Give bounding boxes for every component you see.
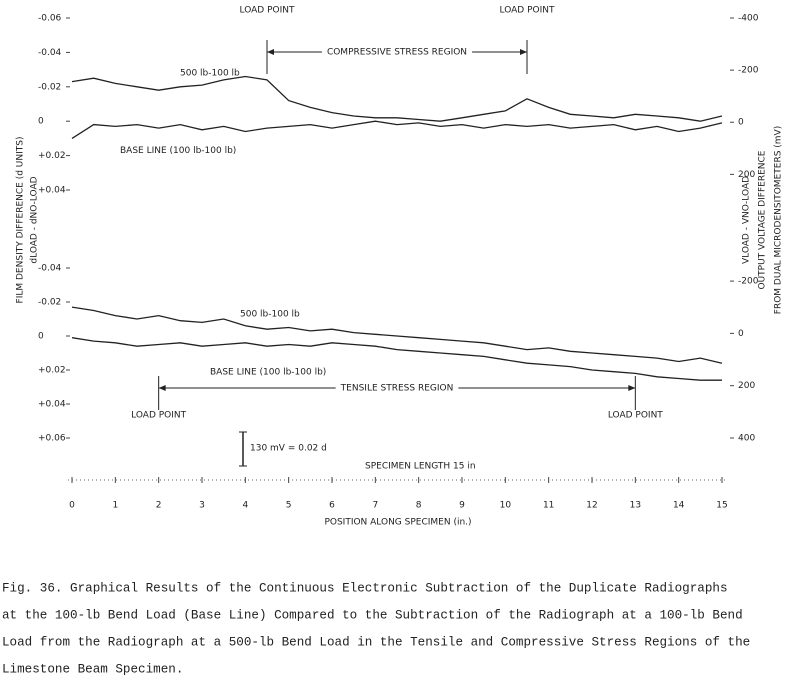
load-point-label: LOAD POINT <box>240 6 295 16</box>
x-tick-label: 15 <box>716 501 727 511</box>
y2-tick-label: 0 <box>738 329 744 339</box>
series-line <box>71 306 723 364</box>
y-tick-label: -0.06 <box>38 14 62 24</box>
y2-tick-label: 0 <box>738 118 744 128</box>
y2-tick-label: 200 <box>738 381 755 391</box>
load-point-label: LOAD POINT <box>500 6 555 16</box>
y-tick-label: -0.04 <box>38 48 62 58</box>
y-tick-label: -0.04 <box>38 264 62 274</box>
y2-axis-label: VLOAD - VNO-LOAD <box>742 176 752 264</box>
x-tick-label: 7 <box>372 501 378 511</box>
series-line <box>71 75 723 122</box>
y2-tick-label: 400 <box>738 434 755 444</box>
series-label: BASE LINE (100 lb-100 lb) <box>210 368 326 378</box>
caption-line: Fig. 36. Graphical Results of the Contin… <box>2 581 728 595</box>
x-tick-label: 3 <box>199 501 205 511</box>
y-axis-label: FILM DENSITY DIFFERENCE (d UNITS) <box>16 137 26 304</box>
y-tick-label: -0.02 <box>38 298 61 308</box>
y-tick-label: 0 <box>38 117 44 127</box>
y2-tick-label: -200 <box>738 277 759 287</box>
x-tick-label: 13 <box>630 501 641 511</box>
x-tick-label: 14 <box>673 501 685 511</box>
region-label: TENSILE STRESS REGION <box>340 384 454 394</box>
x-tick-label: 6 <box>329 501 335 511</box>
y2-tick-label: 200 <box>738 170 755 180</box>
y2-axis-label: FROM DUAL MICRODENSITOMETERS (mV) <box>774 126 784 314</box>
y2-axis-label: OUTPUT VOLTAGE DIFFERENCE <box>758 150 768 289</box>
scale-note: 130 mV = 0.02 d <box>250 444 327 454</box>
x-tick-label: 12 <box>586 501 597 511</box>
y-tick-label: 0 <box>38 332 44 342</box>
series-line <box>71 120 723 139</box>
caption-line: Load from the Radiograph at a 500-lb Ben… <box>2 635 750 649</box>
x-tick-label: 2 <box>156 501 162 511</box>
y-tick-label: +0.04 <box>38 186 66 196</box>
x-tick-label: 5 <box>286 501 292 511</box>
y-tick-label: +0.04 <box>38 400 66 410</box>
region-label-bg <box>321 46 473 58</box>
y2-tick-label: -400 <box>738 14 759 24</box>
x-tick-label: 10 <box>500 501 512 511</box>
x-tick-label: 0 <box>69 501 75 511</box>
x-tick-label: 8 <box>416 501 422 511</box>
y2-tick-label: -200 <box>738 66 759 76</box>
y-tick-label: +0.06 <box>38 434 66 444</box>
series-label: 500 lb-100 lb <box>240 309 300 319</box>
x-tick-label: 1 <box>112 501 118 511</box>
y-axis-label: dLOAD - dNO-LOAD <box>30 176 40 263</box>
load-point-label: LOAD POINT <box>131 411 186 421</box>
x-axis-label: POSITION ALONG SPECIMEN (in.) <box>324 518 471 528</box>
x-tick-label: 9 <box>459 501 465 511</box>
region-label: COMPRESSIVE STRESS REGION <box>327 48 467 58</box>
series-label: 500 lb-100 lb <box>180 69 240 79</box>
x-tick-label: 4 <box>242 501 248 511</box>
y-tick-label: +0.02 <box>38 151 66 161</box>
series-line <box>71 337 722 381</box>
x-tick-label: 11 <box>543 501 554 511</box>
specimen-length: SPECIMEN LENGTH 15 in <box>365 462 476 472</box>
y-tick-label: -0.02 <box>38 82 61 92</box>
y-tick-label: +0.02 <box>38 366 66 376</box>
caption-line: Limestone Beam Specimen. <box>2 662 183 676</box>
series-label: BASE LINE (100 lb-100 lb) <box>120 146 236 156</box>
caption-line: at the 100-lb Bend Load (Base Line) Comp… <box>2 608 743 622</box>
load-point-label: LOAD POINT <box>608 411 663 421</box>
region-label-bg <box>335 382 459 394</box>
